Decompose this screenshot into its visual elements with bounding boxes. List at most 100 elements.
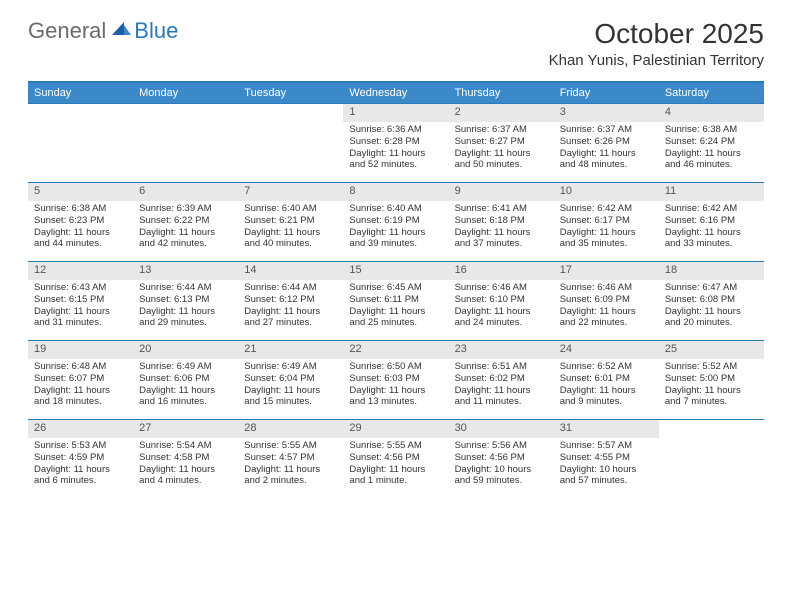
sunrise-text: Sunrise: 6:50 AM	[349, 361, 442, 373]
sunset-text: Sunset: 6:24 PM	[665, 136, 758, 148]
day-number: 30	[449, 420, 554, 438]
sunrise-text: Sunrise: 6:42 AM	[665, 203, 758, 215]
sunrise-text: Sunrise: 5:54 AM	[139, 440, 232, 452]
sunset-text: Sunset: 6:02 PM	[455, 373, 548, 385]
daylight-text: Daylight: 11 hours and 52 minutes.	[349, 148, 442, 172]
day-cell: 22Sunrise: 6:50 AMSunset: 6:03 PMDayligh…	[343, 341, 448, 419]
day-body: Sunrise: 6:46 AMSunset: 6:09 PMDaylight:…	[554, 280, 659, 334]
day-number: 19	[28, 341, 133, 359]
daylight-text: Daylight: 11 hours and 20 minutes.	[665, 306, 758, 330]
daylight-text: Daylight: 11 hours and 48 minutes.	[560, 148, 653, 172]
sunrise-text: Sunrise: 6:47 AM	[665, 282, 758, 294]
daylight-text: Daylight: 11 hours and 37 minutes.	[455, 227, 548, 251]
week-row: ...1Sunrise: 6:36 AMSunset: 6:28 PMDayli…	[28, 103, 764, 182]
day-number: 5	[28, 183, 133, 201]
sunset-text: Sunset: 4:56 PM	[349, 452, 442, 464]
sunset-text: Sunset: 4:55 PM	[560, 452, 653, 464]
day-cell: 16Sunrise: 6:46 AMSunset: 6:10 PMDayligh…	[449, 262, 554, 340]
week-row: 19Sunrise: 6:48 AMSunset: 6:07 PMDayligh…	[28, 340, 764, 419]
sunrise-text: Sunrise: 6:37 AM	[560, 124, 653, 136]
sunrise-text: Sunrise: 5:55 AM	[349, 440, 442, 452]
day-number: 29	[343, 420, 448, 438]
day-cell: 10Sunrise: 6:42 AMSunset: 6:17 PMDayligh…	[554, 183, 659, 261]
daylight-text: Daylight: 11 hours and 18 minutes.	[34, 385, 127, 409]
day-number: 25	[659, 341, 764, 359]
daylight-text: Daylight: 11 hours and 25 minutes.	[349, 306, 442, 330]
daylight-text: Daylight: 11 hours and 39 minutes.	[349, 227, 442, 251]
week-row: 12Sunrise: 6:43 AMSunset: 6:15 PMDayligh…	[28, 261, 764, 340]
day-number: 7	[238, 183, 343, 201]
day-cell: 15Sunrise: 6:45 AMSunset: 6:11 PMDayligh…	[343, 262, 448, 340]
day-number: 3	[554, 104, 659, 122]
day-cell: 19Sunrise: 6:48 AMSunset: 6:07 PMDayligh…	[28, 341, 133, 419]
day-body: Sunrise: 6:42 AMSunset: 6:17 PMDaylight:…	[554, 201, 659, 255]
sunset-text: Sunset: 6:17 PM	[560, 215, 653, 227]
daylight-text: Daylight: 11 hours and 15 minutes.	[244, 385, 337, 409]
day-cell: 29Sunrise: 5:55 AMSunset: 4:56 PMDayligh…	[343, 420, 448, 498]
week-row: 26Sunrise: 5:53 AMSunset: 4:59 PMDayligh…	[28, 419, 764, 498]
sunset-text: Sunset: 6:27 PM	[455, 136, 548, 148]
dow-cell: Tuesday	[238, 83, 343, 103]
day-number: 12	[28, 262, 133, 280]
day-body: Sunrise: 5:55 AMSunset: 4:56 PMDaylight:…	[343, 438, 448, 492]
daylight-text: Daylight: 11 hours and 6 minutes.	[34, 464, 127, 488]
day-body: Sunrise: 6:50 AMSunset: 6:03 PMDaylight:…	[343, 359, 448, 413]
day-number: 2	[449, 104, 554, 122]
day-body: Sunrise: 6:38 AMSunset: 6:24 PMDaylight:…	[659, 122, 764, 176]
sunrise-text: Sunrise: 6:41 AM	[455, 203, 548, 215]
sunrise-text: Sunrise: 6:52 AM	[560, 361, 653, 373]
day-number: 16	[449, 262, 554, 280]
sunrise-text: Sunrise: 5:56 AM	[455, 440, 548, 452]
dow-cell: Saturday	[659, 83, 764, 103]
day-body: Sunrise: 5:57 AMSunset: 4:55 PMDaylight:…	[554, 438, 659, 492]
day-cell: 28Sunrise: 5:55 AMSunset: 4:57 PMDayligh…	[238, 420, 343, 498]
day-body: Sunrise: 6:52 AMSunset: 6:01 PMDaylight:…	[554, 359, 659, 413]
sunrise-text: Sunrise: 5:55 AM	[244, 440, 337, 452]
daylight-text: Daylight: 11 hours and 46 minutes.	[665, 148, 758, 172]
day-number: 4	[659, 104, 764, 122]
day-body: Sunrise: 6:45 AMSunset: 6:11 PMDaylight:…	[343, 280, 448, 334]
day-cell: 26Sunrise: 5:53 AMSunset: 4:59 PMDayligh…	[28, 420, 133, 498]
day-body: Sunrise: 6:36 AMSunset: 6:28 PMDaylight:…	[343, 122, 448, 176]
sunrise-text: Sunrise: 5:52 AM	[665, 361, 758, 373]
day-number: 21	[238, 341, 343, 359]
day-body: Sunrise: 6:42 AMSunset: 6:16 PMDaylight:…	[659, 201, 764, 255]
day-cell: 18Sunrise: 6:47 AMSunset: 6:08 PMDayligh…	[659, 262, 764, 340]
day-number: 24	[554, 341, 659, 359]
day-cell: 4Sunrise: 6:38 AMSunset: 6:24 PMDaylight…	[659, 104, 764, 182]
day-number: 28	[238, 420, 343, 438]
day-body: Sunrise: 6:49 AMSunset: 6:04 PMDaylight:…	[238, 359, 343, 413]
day-body: Sunrise: 6:40 AMSunset: 6:21 PMDaylight:…	[238, 201, 343, 255]
day-body: Sunrise: 6:37 AMSunset: 6:27 PMDaylight:…	[449, 122, 554, 176]
sunset-text: Sunset: 6:21 PM	[244, 215, 337, 227]
day-body: Sunrise: 6:41 AMSunset: 6:18 PMDaylight:…	[449, 201, 554, 255]
sunset-text: Sunset: 6:08 PM	[665, 294, 758, 306]
week-row: 5Sunrise: 6:38 AMSunset: 6:23 PMDaylight…	[28, 182, 764, 261]
day-body: Sunrise: 5:53 AMSunset: 4:59 PMDaylight:…	[28, 438, 133, 492]
logo-text-general: General	[28, 18, 106, 44]
day-cell: .	[133, 104, 238, 182]
daylight-text: Daylight: 11 hours and 13 minutes.	[349, 385, 442, 409]
day-number: 6	[133, 183, 238, 201]
day-cell: 9Sunrise: 6:41 AMSunset: 6:18 PMDaylight…	[449, 183, 554, 261]
day-body: Sunrise: 6:39 AMSunset: 6:22 PMDaylight:…	[133, 201, 238, 255]
sunset-text: Sunset: 6:07 PM	[34, 373, 127, 385]
sunset-text: Sunset: 4:56 PM	[455, 452, 548, 464]
dow-cell: Thursday	[449, 83, 554, 103]
dow-cell: Wednesday	[343, 83, 448, 103]
daylight-text: Daylight: 11 hours and 40 minutes.	[244, 227, 337, 251]
sunrise-text: Sunrise: 6:49 AM	[244, 361, 337, 373]
daylight-text: Daylight: 11 hours and 27 minutes.	[244, 306, 337, 330]
logo-text-blue: Blue	[134, 18, 178, 44]
sunset-text: Sunset: 4:58 PM	[139, 452, 232, 464]
sunset-text: Sunset: 4:59 PM	[34, 452, 127, 464]
daylight-text: Daylight: 11 hours and 2 minutes.	[244, 464, 337, 488]
day-cell: .	[659, 420, 764, 498]
sunset-text: Sunset: 6:01 PM	[560, 373, 653, 385]
sunset-text: Sunset: 6:22 PM	[139, 215, 232, 227]
sunrise-text: Sunrise: 6:36 AM	[349, 124, 442, 136]
daylight-text: Daylight: 11 hours and 31 minutes.	[34, 306, 127, 330]
daylight-text: Daylight: 11 hours and 44 minutes.	[34, 227, 127, 251]
dow-row: SundayMondayTuesdayWednesdayThursdayFrid…	[28, 83, 764, 103]
day-body: Sunrise: 6:43 AMSunset: 6:15 PMDaylight:…	[28, 280, 133, 334]
